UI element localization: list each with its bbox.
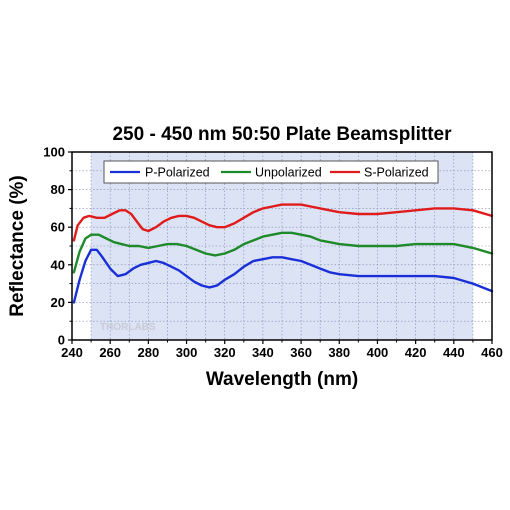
y-tick-label: 20 — [51, 295, 65, 310]
axis-ticks: 240 260 280 300 320 340 360 380 400 420 440 460 0 20 4… — [43, 145, 503, 361]
watermark-logo: THORLABS — [100, 322, 156, 333]
x-tick-label: 360 — [290, 345, 312, 360]
series-line-unpolarized — [72, 231, 494, 274]
x-tick-label: 340 — [252, 345, 274, 360]
y-tick-label: 100 — [43, 145, 65, 160]
x-tick-label: 460 — [481, 345, 503, 360]
y-tick-label: 60 — [51, 220, 65, 235]
chart-title: 250 - 450 nm 50:50 Plate Beamsplitter — [112, 124, 452, 145]
legend: P-Polarized Unpolarized S-Polarized — [103, 160, 439, 184]
x-tick-label: 400 — [367, 345, 389, 360]
x-tick-label: 300 — [176, 345, 198, 360]
legend-label-s-polarized: S-Polarized — [364, 166, 429, 180]
legend-box — [103, 160, 439, 184]
legend-label-p-polarized: P-Polarized — [145, 166, 210, 180]
series-line-p-polarized — [72, 248, 494, 304]
series-line-s-polarized — [72, 203, 494, 242]
y-tick-label: 40 — [51, 257, 65, 272]
x-tick-label: 260 — [99, 345, 121, 360]
x-axis-label: Wavelength (nm) — [206, 369, 358, 390]
x-tick-label: 420 — [405, 345, 427, 360]
x-tick-label: 320 — [214, 345, 236, 360]
legend-label-unpolarized: Unpolarized — [255, 166, 322, 180]
x-tick-label: 240 — [61, 345, 83, 360]
series-layer — [72, 203, 494, 304]
y-tick-label: 80 — [51, 182, 65, 197]
x-tick-label: 280 — [138, 345, 160, 360]
y-axis-label: Reflectance (%) — [7, 175, 28, 317]
y-tick-label: 0 — [58, 333, 65, 348]
x-tick-label: 380 — [328, 345, 350, 360]
x-tick-label: 440 — [443, 345, 465, 360]
